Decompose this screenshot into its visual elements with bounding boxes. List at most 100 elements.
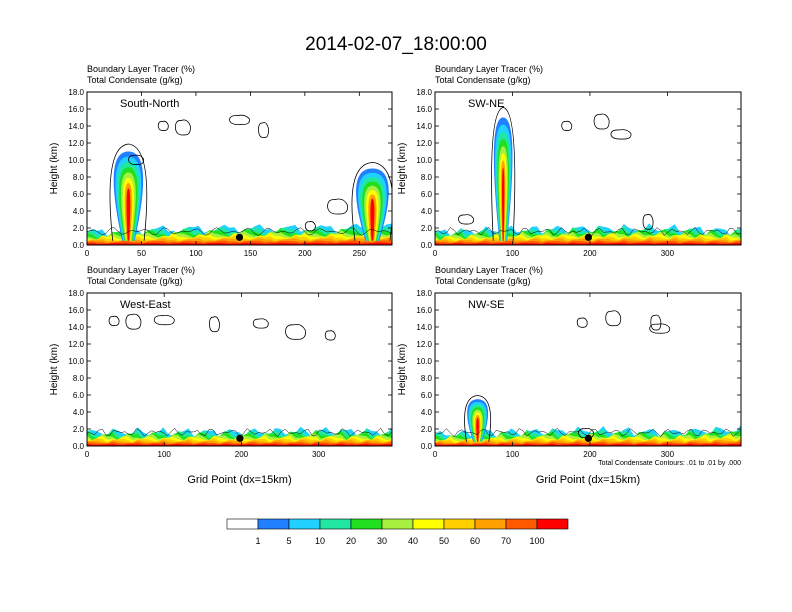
condensate-contour <box>209 316 220 333</box>
condensate-contour <box>324 330 336 341</box>
panel-label: South-North <box>120 98 179 110</box>
colorbar-label: 50 <box>439 536 449 546</box>
plot-frame <box>86 292 393 447</box>
y-axis-label: Height (km) <box>397 344 408 396</box>
condensate-contour <box>157 120 169 131</box>
condensate-contour <box>153 314 175 326</box>
x-tick-label: 0 <box>433 450 438 459</box>
y-axis-label: Height (km) <box>49 143 60 195</box>
condensate-contour <box>649 323 671 334</box>
x-tick-label: 250 <box>353 249 367 258</box>
condensate-contour <box>650 314 662 331</box>
x-tick-label: 0 <box>433 249 438 258</box>
plume-1-band-7 <box>370 198 375 241</box>
y-tick-label: 8.0 <box>73 374 85 383</box>
colorbar-label: 100 <box>529 536 544 546</box>
panel-title-tracer: Boundary Layer Tracer (%) <box>435 265 543 275</box>
panel-title-condensate: Total Condensate (g/kg) <box>435 276 531 286</box>
y-tick-label: 6.0 <box>421 391 433 400</box>
panel-label: NW-SE <box>468 299 504 311</box>
x-tick-label: 150 <box>244 249 258 258</box>
plot-area <box>435 310 741 446</box>
condensate-contour <box>561 120 573 131</box>
panel-title-tracer: Boundary Layer Tracer (%) <box>87 64 195 74</box>
condensate-contour <box>252 318 269 329</box>
plume-0-band-7 <box>476 417 479 442</box>
y-tick-label: 14.0 <box>68 323 84 332</box>
y-tick-label: 14.0 <box>68 122 84 131</box>
tracer-band-8 <box>87 443 392 446</box>
y-tick-label: 16.0 <box>68 105 84 114</box>
condensate-contour <box>576 317 588 328</box>
plot-area <box>87 114 392 245</box>
plot-frame <box>434 292 742 447</box>
panel-title-condensate: Total Condensate (g/kg) <box>87 75 183 85</box>
y-tick-label: 6.0 <box>73 391 85 400</box>
y-tick-label: 6.0 <box>73 190 85 199</box>
y-tick-label: 16.0 <box>416 105 432 114</box>
colorbar-swatch <box>226 518 259 530</box>
colorbar-swatch <box>381 518 414 530</box>
y-tick-label: 0.0 <box>421 241 433 250</box>
y-tick-label: 4.0 <box>421 408 433 417</box>
condensate-contour <box>229 114 250 125</box>
figure-title: 2014-02-07_18:00:00 <box>305 34 487 55</box>
x-tick-label: 200 <box>583 249 597 258</box>
colorbar-label: 70 <box>501 536 511 546</box>
y-tick-label: 4.0 <box>73 408 85 417</box>
y-tick-label: 12.0 <box>416 340 432 349</box>
y-axis-label: Height (km) <box>397 143 408 195</box>
y-tick-label: 16.0 <box>68 306 84 315</box>
x-tick-label: 100 <box>506 249 520 258</box>
y-tick-label: 10.0 <box>68 357 84 366</box>
colorbar-swatch <box>350 518 383 530</box>
plot-frame <box>434 91 742 246</box>
y-tick-label: 12.0 <box>68 340 84 349</box>
y-tick-label: 14.0 <box>416 122 432 131</box>
colorbar-swatch <box>319 518 352 530</box>
contour-footnote: Total Condensate Contours: .01 to .01 by… <box>598 460 741 467</box>
y-tick-label: 12.0 <box>416 139 432 148</box>
panel-label: SW-NE <box>468 98 504 110</box>
y-tick-label: 14.0 <box>416 323 432 332</box>
y-tick-label: 10.0 <box>416 156 432 165</box>
colorbar-label: 30 <box>377 536 387 546</box>
colorbar-swatch <box>443 518 476 530</box>
colorbar-swatch <box>536 518 569 530</box>
condensate-contour <box>593 113 610 130</box>
x-tick-label: 100 <box>158 450 172 459</box>
x-tick-label: 300 <box>661 249 675 258</box>
condensate-contour <box>458 214 474 225</box>
condensate-contour <box>642 213 654 230</box>
plume-0-contour <box>464 395 492 442</box>
tracer-band-8 <box>435 443 741 446</box>
panel-title-tracer: Boundary Layer Tracer (%) <box>435 64 543 74</box>
y-tick-label: 4.0 <box>73 207 85 216</box>
y-tick-label: 2.0 <box>73 425 85 434</box>
colorbar-swatch <box>257 518 290 530</box>
colorbar-label: 10 <box>315 536 325 546</box>
colorbar-label: 40 <box>408 536 418 546</box>
colorbar-swatch <box>505 518 538 530</box>
condensate-contour <box>128 154 144 165</box>
condensate-contour <box>125 313 142 330</box>
y-tick-label: 10.0 <box>68 156 84 165</box>
location-marker <box>236 434 244 442</box>
plume-0-band-7 <box>502 167 505 241</box>
condensate-contour <box>605 310 622 327</box>
colorbar-swatch <box>474 518 507 530</box>
plot-area <box>435 106 741 245</box>
location-marker <box>235 233 244 241</box>
x-tick-label: 0 <box>85 249 90 258</box>
plume-0-band-7 <box>126 188 131 241</box>
boundary-contour <box>435 226 741 236</box>
condensate-contour <box>285 323 306 340</box>
y-tick-label: 2.0 <box>73 224 85 233</box>
location-marker <box>584 434 592 442</box>
y-tick-label: 8.0 <box>73 173 85 182</box>
plot-frame <box>86 91 393 246</box>
y-tick-label: 0.0 <box>421 442 433 451</box>
y-tick-label: 12.0 <box>68 139 84 148</box>
y-tick-label: 18.0 <box>416 289 432 298</box>
colorbar-label: 5 <box>286 536 291 546</box>
